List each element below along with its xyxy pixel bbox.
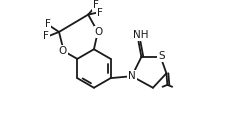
Text: NH: NH — [133, 30, 148, 40]
Text: F: F — [93, 0, 99, 10]
Text: O: O — [95, 27, 103, 37]
Text: F: F — [45, 19, 51, 29]
Text: S: S — [158, 51, 165, 61]
Text: F: F — [97, 8, 103, 18]
Text: O: O — [59, 46, 67, 56]
Text: F: F — [42, 31, 48, 41]
Text: N: N — [128, 71, 136, 81]
